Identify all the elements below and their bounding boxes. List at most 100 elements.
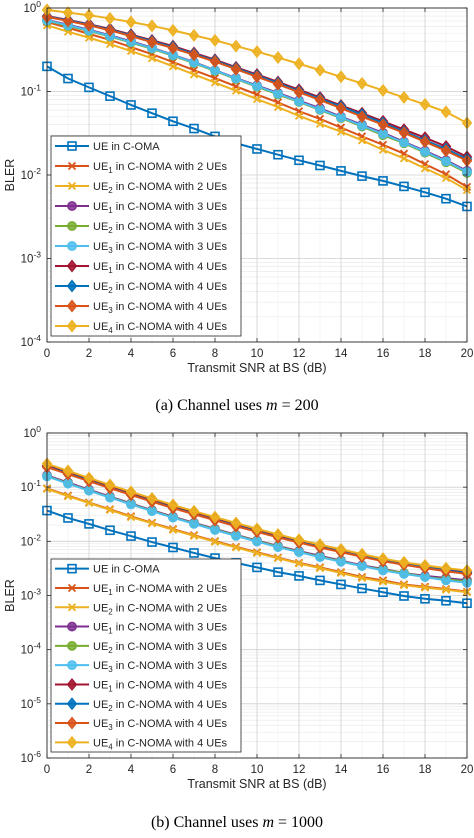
data-point <box>357 583 367 594</box>
legend-item: UE1 in C-NOMA with 2 UEs <box>55 583 228 597</box>
data-point <box>231 530 241 541</box>
y-tick-label: 100 <box>23 424 41 440</box>
data-point <box>252 144 262 154</box>
x-tick-label: 18 <box>419 348 432 360</box>
data-point <box>336 166 346 176</box>
x-tick-label: 4 <box>128 348 135 360</box>
legend: UE in C-OMA UE1 in C-NOMA with 2 UEs UE2 i… <box>50 135 242 337</box>
data-point <box>399 137 409 148</box>
x-tick-label: 16 <box>377 348 390 360</box>
caption-a-suffix: = 200 <box>277 397 319 414</box>
data-point <box>63 492 73 501</box>
data-point <box>189 518 199 529</box>
legend-item: UE1 in C-NOMA with 3 UEs <box>55 201 228 215</box>
data-point <box>336 579 346 590</box>
x-axis-label: Transmit SNR at BS (dB) <box>187 361 326 375</box>
data-point <box>126 46 136 56</box>
data-point <box>419 97 431 111</box>
legend-label: UE3 in C-NOMA with 4 UEs <box>93 718 228 732</box>
data-point <box>272 77 284 91</box>
legend-label: UE2 in C-NOMA with 3 UEs <box>93 221 228 235</box>
data-point <box>188 28 200 42</box>
data-point <box>147 506 157 517</box>
y-tick-label: 10-3 <box>21 250 42 266</box>
data-point <box>251 45 263 59</box>
data-point <box>104 11 116 25</box>
legend-item: UE4 in C-NOMA with 4 UEs <box>55 735 228 751</box>
series-group <box>41 3 473 212</box>
data-point <box>356 110 368 124</box>
series-line <box>46 509 468 605</box>
x-tick-label: 20 <box>461 764 474 776</box>
y-tick-label: 10-2 <box>21 532 42 548</box>
caption-b-suffix: = 1000 <box>274 814 324 831</box>
data-point <box>168 542 178 553</box>
legend-item: UE3 in C-NOMA with 3 UEs <box>55 660 228 674</box>
data-point <box>210 537 220 546</box>
data-point <box>125 485 137 499</box>
legend-marker <box>66 678 78 691</box>
data-point <box>420 164 430 173</box>
legend-marker <box>67 201 77 211</box>
data-point <box>336 127 346 136</box>
legend-marker <box>66 319 78 333</box>
data-point <box>105 492 115 503</box>
legend-item: UE1 in C-NOMA with 3 UEs <box>55 622 228 636</box>
data-point <box>125 29 137 43</box>
legend-marker <box>67 640 77 651</box>
data-point <box>377 83 389 97</box>
data-point <box>167 498 179 512</box>
data-point <box>146 491 158 505</box>
data-point <box>84 485 94 496</box>
data-point <box>357 573 367 583</box>
x-tick-label: 8 <box>212 764 218 776</box>
data-point <box>210 78 220 87</box>
data-point <box>440 561 452 575</box>
legend-marker <box>67 660 77 671</box>
data-point <box>336 556 346 567</box>
data-point <box>335 70 347 84</box>
legend-label: UE2 in C-NOMA with 4 UEs <box>93 699 228 713</box>
data-point <box>441 193 451 204</box>
data-point <box>315 575 325 586</box>
data-point <box>84 498 94 508</box>
data-point <box>231 543 241 552</box>
data-point <box>126 100 136 110</box>
data-point <box>314 93 326 107</box>
data-point <box>63 478 73 489</box>
data-point <box>314 63 326 77</box>
data-point <box>189 548 199 558</box>
caption-b-var: m <box>262 814 275 831</box>
legend-label: UE in C-OMA <box>93 564 160 576</box>
data-point <box>336 568 346 578</box>
data-point <box>105 39 115 49</box>
x-tick-label: 12 <box>293 764 306 776</box>
data-point <box>378 587 388 598</box>
data-point <box>83 18 95 32</box>
legend: UE in C-OMA UE1 in C-NOMA with 2 UEs UE2 i… <box>50 558 242 753</box>
data-point <box>399 181 409 192</box>
legend-item: UE1 in C-NOMA with 4 UEs <box>55 259 228 275</box>
y-tick-label: 10-1 <box>21 83 42 99</box>
data-point <box>293 57 305 71</box>
x-tick-label: 0 <box>44 348 50 360</box>
data-point <box>252 536 262 547</box>
data-point <box>398 126 410 140</box>
legend-label: UE1 in C-NOMA with 2 UEs <box>93 161 228 175</box>
legend-item: UE3 in C-NOMA with 4 UEs <box>55 299 228 315</box>
data-point <box>146 35 158 49</box>
legend-marker <box>67 583 77 593</box>
data-point <box>230 62 242 76</box>
legend-item: UE3 in C-NOMA with 3 UEs <box>55 241 228 255</box>
chart-a: 0 2 4 6 8 10 12 14 16 18 20 10-4 10-3 10-2 10-1 100 Tran… <box>3 0 473 375</box>
data-point <box>273 102 283 112</box>
caption-a-var: m <box>266 397 278 414</box>
data-point <box>83 8 95 22</box>
data-point <box>378 145 388 155</box>
legend-item: UE in C-OMA <box>55 141 160 153</box>
data-point <box>189 70 199 79</box>
legend-item: UE2 in C-NOMA with 4 UEs <box>55 697 228 713</box>
legend-label: UE1 in C-NOMA with 4 UEs <box>93 679 228 693</box>
data-point <box>147 108 157 118</box>
legend-marker <box>67 221 77 231</box>
